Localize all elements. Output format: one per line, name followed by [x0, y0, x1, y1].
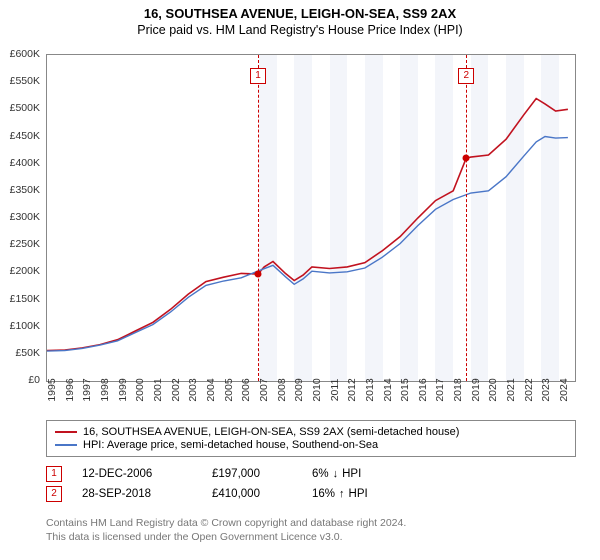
- x-tick-label: 2024: [558, 378, 570, 401]
- x-tick-label: 2010: [311, 378, 323, 401]
- x-tick-label: 2000: [134, 378, 146, 401]
- x-tick-label: 2019: [470, 378, 482, 401]
- y-tick-label: £250K: [10, 238, 40, 250]
- sale-row: 1 12-DEC-2006 £197,000 6% ↓HPI: [46, 466, 576, 482]
- y-tick-label: £400K: [10, 157, 40, 169]
- x-tick-label: 2001: [152, 378, 164, 401]
- x-tick-label: 2023: [540, 378, 552, 401]
- legend: 16, SOUTHSEA AVENUE, LEIGH-ON-SEA, SS9 2…: [46, 420, 576, 457]
- legend-item: HPI: Average price, semi-detached house,…: [55, 439, 567, 451]
- x-tick-label: 2017: [434, 378, 446, 401]
- x-tick-label: 2018: [452, 378, 464, 401]
- sales-table: 112-DEC-2006£197,0006%↓HPI228-SEP-2018£4…: [46, 466, 576, 506]
- arrow-up-icon: ↑: [339, 488, 345, 500]
- y-tick-label: £0: [28, 374, 40, 386]
- attribution-line: This data is licensed under the Open Gov…: [46, 530, 576, 544]
- page-subtitle: Price paid vs. HM Land Registry's House …: [10, 23, 590, 37]
- sale-marker-badge: 1: [250, 68, 266, 84]
- sale-point: [255, 270, 262, 277]
- x-tick-label: 1997: [81, 378, 93, 401]
- x-tick-label: 2020: [487, 378, 499, 401]
- series-property: [47, 99, 568, 351]
- x-tick-label: 1996: [64, 378, 76, 401]
- x-tick-label: 2009: [293, 378, 305, 401]
- x-tick-label: 1995: [46, 378, 58, 401]
- legend-label: HPI: Average price, semi-detached house,…: [83, 439, 378, 451]
- sale-delta-suffix: HPI: [349, 488, 368, 500]
- price-chart: 12: [46, 54, 576, 382]
- sale-marker-line: [466, 55, 467, 381]
- legend-item: 16, SOUTHSEA AVENUE, LEIGH-ON-SEA, SS9 2…: [55, 426, 567, 438]
- x-tick-label: 2015: [399, 378, 411, 401]
- y-tick-label: £350K: [10, 184, 40, 196]
- x-tick-label: 2002: [170, 378, 182, 401]
- x-tick-label: 2007: [258, 378, 270, 401]
- x-tick-label: 1998: [99, 378, 111, 401]
- sale-marker-line: [258, 55, 259, 381]
- attribution: Contains HM Land Registry data © Crown c…: [46, 516, 576, 544]
- y-tick-label: £500K: [10, 102, 40, 114]
- sale-delta: 16% ↑ HPI: [312, 488, 422, 500]
- y-tick-label: £50K: [15, 347, 40, 359]
- sale-point: [463, 155, 470, 162]
- attribution-line: Contains HM Land Registry data © Crown c…: [46, 516, 576, 530]
- x-tick-label: 2021: [505, 378, 517, 401]
- y-tick-label: £150K: [10, 293, 40, 305]
- sale-delta-pct: 16%: [312, 488, 335, 500]
- y-axis: £0£50K£100K£150K£200K£250K£300K£350K£400…: [0, 54, 44, 382]
- chart-lines: [47, 55, 575, 381]
- legend-swatch: [55, 431, 77, 433]
- x-tick-label: 2014: [382, 378, 394, 401]
- sale-badge: 2: [46, 486, 62, 502]
- sale-date: 12-DEC-2006: [82, 468, 192, 480]
- series-hpi: [47, 137, 568, 352]
- x-tick-label: 2013: [364, 378, 376, 401]
- y-tick-label: £300K: [10, 211, 40, 223]
- x-tick-label: 2005: [223, 378, 235, 401]
- arrow-down-icon: ↓: [333, 468, 339, 480]
- x-tick-label: 2022: [523, 378, 535, 401]
- y-tick-label: £600K: [10, 48, 40, 60]
- sale-price: £197,000: [212, 468, 292, 480]
- x-tick-label: 2016: [417, 378, 429, 401]
- x-axis: 1995199619971998199920002001200220032004…: [46, 384, 576, 414]
- legend-label: 16, SOUTHSEA AVENUE, LEIGH-ON-SEA, SS9 2…: [83, 426, 459, 438]
- y-tick-label: £200K: [10, 265, 40, 277]
- x-tick-label: 2004: [205, 378, 217, 401]
- x-tick-label: 2006: [240, 378, 252, 401]
- x-tick-label: 2008: [276, 378, 288, 401]
- y-tick-label: £100K: [10, 320, 40, 332]
- page-title: 16, SOUTHSEA AVENUE, LEIGH-ON-SEA, SS9 2…: [10, 6, 590, 21]
- y-tick-label: £550K: [10, 75, 40, 87]
- sale-delta-pct: 6%: [312, 468, 329, 480]
- x-tick-label: 1999: [117, 378, 129, 401]
- y-tick-label: £450K: [10, 130, 40, 142]
- x-tick-label: 2011: [329, 379, 341, 402]
- sale-date: 28-SEP-2018: [82, 488, 192, 500]
- sale-row: 2 28-SEP-2018 £410,000 16% ↑ HPI: [46, 486, 576, 502]
- sale-price: £410,000: [212, 488, 292, 500]
- legend-swatch: [55, 444, 77, 446]
- sale-delta: 6% ↓HPI: [312, 468, 422, 480]
- x-tick-label: 2012: [346, 378, 358, 401]
- x-tick-label: 2003: [187, 378, 199, 401]
- sale-marker-badge: 2: [458, 68, 474, 84]
- sale-badge: 1: [46, 466, 62, 482]
- sale-delta-suffix: HPI: [342, 468, 361, 480]
